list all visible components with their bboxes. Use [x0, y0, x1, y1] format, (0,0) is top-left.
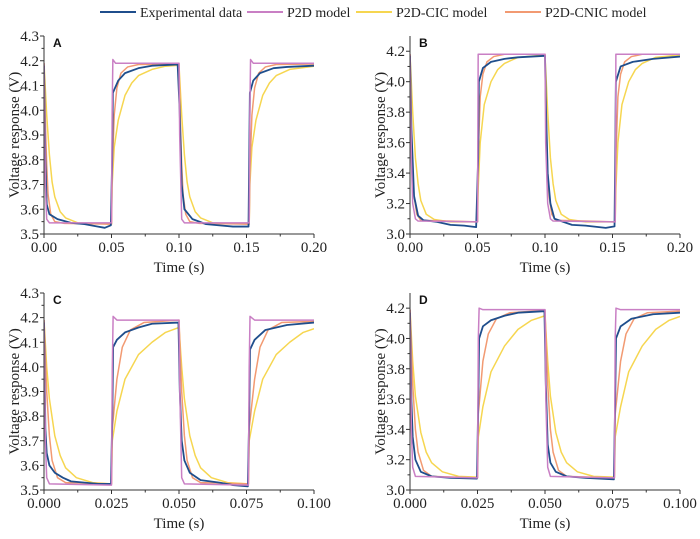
legend-label: P2D model: [287, 6, 351, 21]
y-tick-label: 4.0: [20, 103, 39, 119]
x-tick-label: 0.050: [528, 496, 562, 512]
y-tick-label: 3.8: [20, 153, 39, 169]
legend-label: Experimental data: [140, 6, 243, 21]
x-tick-label: 0.075: [596, 496, 630, 512]
legend-item-cnic: P2D-CNIC model: [505, 6, 647, 21]
x-tick-label: 0.05: [464, 240, 490, 256]
x-tick-label: 0.000: [393, 496, 427, 512]
x-axis-label: Time (s): [520, 516, 571, 532]
x-tick-label: 0.00: [397, 240, 423, 256]
y-tick-label: 4.3: [20, 286, 39, 302]
x-axis-label: Time (s): [154, 260, 205, 276]
x-tick-label: 0.10: [532, 240, 558, 256]
y-tick-label: 3.9: [20, 128, 39, 144]
y-axis-label: Voltage response (V): [373, 72, 389, 198]
y-tick-label: 3.0: [386, 227, 405, 243]
series-line-p2d: [410, 307, 680, 479]
panel-b: 0.00 0.05 0.10 0.15 0.20 3.0 3.2 3.4 3.6 3.8 4.0 4.…: [373, 36, 693, 276]
y-tick-label: 4.3: [20, 29, 39, 45]
x-tick-label: 0.100: [297, 496, 331, 512]
y-tick-label: 3.7: [20, 178, 39, 194]
x-tick-label: 0.050: [162, 496, 196, 512]
y-tick-label: 3.8: [20, 409, 39, 425]
series-line-cic: [44, 63, 314, 225]
y-tick-label: 3.6: [386, 392, 405, 408]
x-tick-label: 0.025: [461, 496, 495, 512]
y-tick-label: 3.7: [20, 434, 39, 450]
y-tick-label: 4.1: [20, 335, 39, 351]
y-tick-label: 3.9: [20, 385, 39, 401]
x-tick-label: 0.075: [230, 496, 264, 512]
y-axis-label: Voltage response (V): [7, 328, 23, 454]
series-group: [44, 58, 314, 229]
panel-letter: C: [53, 293, 62, 307]
panel-letter: D: [419, 293, 428, 307]
x-tick-label: 0.10: [166, 240, 192, 256]
legend-label: P2D-CNIC model: [545, 6, 647, 21]
y-tick-label: 3.6: [386, 136, 405, 152]
x-tick-label: 0.000: [27, 496, 61, 512]
x-axis-label: Time (s): [520, 260, 571, 276]
y-tick-label: 3.0: [386, 483, 405, 499]
legend-item-p2d: P2D model: [247, 6, 351, 21]
x-tick-label: 0.20: [667, 240, 693, 256]
legend-label: P2D-CIC model: [396, 6, 488, 21]
y-tick-label: 3.8: [386, 362, 405, 378]
panel-letter: A: [53, 36, 62, 50]
series-group: [410, 53, 680, 229]
legend-item-expt: Experimental data: [100, 6, 243, 21]
y-tick-label: 3.8: [386, 105, 405, 121]
x-tick-label: 0.15: [233, 240, 259, 256]
y-tick-label: 4.2: [386, 44, 405, 60]
y-axis-label: Voltage response (V): [7, 72, 23, 198]
panel-letter: B: [419, 36, 428, 50]
x-tick-label: 0.00: [31, 240, 57, 256]
series-group: [410, 307, 680, 481]
panel-d: 0.000 0.025 0.050 0.075 0.100 3.0 3.2 3.4 3.6 3.8…: [373, 293, 697, 532]
panel-a: 0.00 0.05 0.10 0.15 0.20 3.5 3.6 3.7 3.8 3.9 4.0 4.…: [7, 29, 327, 276]
series-line-p2d: [44, 315, 314, 486]
x-tick-label: 0.20: [301, 240, 327, 256]
x-tick-label: 0.15: [599, 240, 625, 256]
y-tick-label: 3.5: [20, 483, 39, 499]
y-tick-label: 4.1: [20, 79, 39, 95]
y-tick-label: 3.2: [386, 197, 405, 213]
y-tick-label: 4.0: [386, 331, 405, 347]
y-tick-label: 4.2: [386, 301, 405, 317]
y-tick-label: 3.6: [20, 458, 39, 474]
y-tick-label: 4.2: [20, 311, 39, 327]
y-tick-label: 3.2: [386, 453, 405, 469]
x-tick-label: 0.05: [98, 240, 124, 256]
y-tick-label: 3.6: [20, 202, 39, 218]
y-tick-label: 3.4: [386, 422, 405, 438]
y-tick-label: 4.0: [20, 360, 39, 376]
panel-c: 0.000 0.025 0.050 0.075 0.100 3.5 3.6 3.7 3.8 3.9…: [7, 286, 331, 532]
y-tick-label: 3.4: [386, 166, 405, 182]
legend-item-cic: P2D-CIC model: [356, 6, 488, 21]
x-tick-label: 0.025: [95, 496, 129, 512]
panels: 0.00 0.05 0.10 0.15 0.20 3.5 3.6 3.7 3.8 3.9 4.0 4.…: [7, 29, 697, 532]
series-line-p2d: [410, 53, 680, 223]
legend: Experimental data P2D model P2D-CIC model P…: [100, 6, 647, 21]
series-group: [44, 315, 314, 488]
series-line-p2d: [44, 58, 314, 224]
y-tick-label: 3.5: [20, 227, 39, 243]
y-tick-label: 4.0: [386, 75, 405, 91]
x-axis-label: Time (s): [154, 516, 205, 532]
x-tick-label: 0.100: [663, 496, 697, 512]
y-axis-label: Voltage response (V): [373, 328, 389, 454]
y-tick-label: 4.2: [20, 54, 39, 70]
